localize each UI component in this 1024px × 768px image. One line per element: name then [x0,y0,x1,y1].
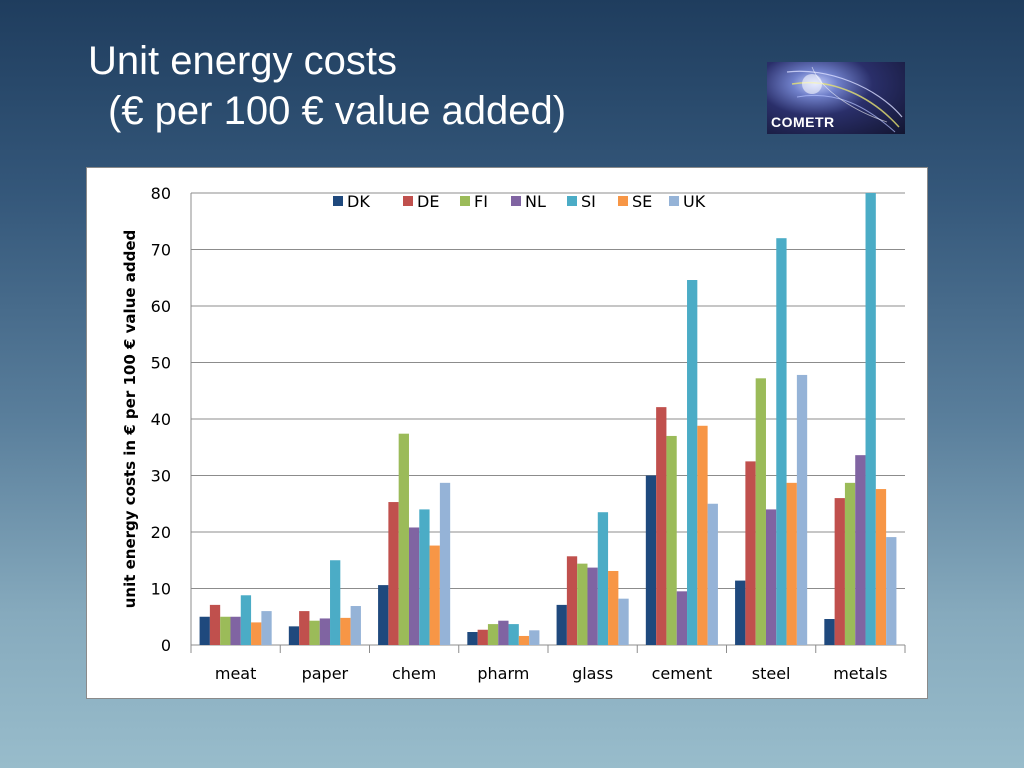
slide-title-line2: (€ per 100 € value added) [108,89,567,133]
bar-FI-meat [220,616,231,645]
bar-NL-chem [408,527,420,645]
legend-swatch-UK [669,196,679,206]
bar-DE-cement [656,407,667,645]
bar-NL-paper [319,618,331,645]
y-tick-label: 60 [151,297,171,316]
bar-SE-cement [697,425,708,645]
slide-title: Unit energy costs (€ per 100 € value add… [88,36,566,136]
bar-DE-chem [388,502,399,645]
bar-SE-metals [875,489,887,645]
slide-title-line1: Unit energy costs [88,39,398,83]
x-tick-label: pharm [477,664,529,683]
bar-NL-pharm [498,620,509,645]
x-tick-label: glass [572,664,613,683]
bar-DE-steel [745,461,756,645]
bar-SE-steel [786,482,797,645]
bar-UK-metals [886,537,897,645]
bar-UK-steel [796,374,808,645]
y-tick-label: 40 [151,410,171,429]
x-tick-label: cement [652,664,712,683]
legend-label-FI: FI [474,192,488,211]
bar-DK-glass [556,604,567,645]
bar-DE-glass [566,556,578,645]
legend-swatch-DE [403,196,413,206]
bar-SE-paper [340,617,351,645]
bar-DE-pharm [477,629,488,645]
bar-SI-cement [687,280,698,645]
legend-swatch-SI [567,196,577,206]
bar-DK-paper [288,626,300,645]
bar-SI-meat [240,595,252,645]
bar-NL-steel [765,509,777,645]
logo-swirl-graphic [786,66,903,133]
bar-DK-steel [735,580,746,645]
legend-label-SI: SI [581,192,596,211]
bar-NL-glass [587,567,598,645]
y-tick-label: 50 [151,354,171,373]
legend-label-UK: UK [683,192,706,211]
legend-swatch-NL [511,196,521,206]
x-tick-label: paper [302,664,349,683]
y-tick-label: 70 [151,241,171,260]
y-tick-label: 80 [151,184,171,203]
bar-SI-metals [865,193,876,645]
bar-DE-meat [209,604,221,645]
bar-NL-cement [676,591,688,645]
bar-chart: 0 10 20 30 40 50 60 70 80 unit energy costs in € … [121,184,906,683]
bar-UK-cement [707,503,718,645]
bar-NL-meat [230,616,241,645]
bar-SI-paper [330,560,341,645]
bar-DK-chem [378,585,389,645]
bar-FI-glass [577,563,588,645]
bar-FI-cement [666,435,677,645]
bar-FI-chem [398,433,409,645]
legend-swatch-FI [460,196,470,206]
bar-NL-metals [855,455,866,645]
bar-UK-glass [618,598,629,645]
bar-SI-glass [597,512,609,645]
legend-swatch-SE [618,196,628,206]
x-tick-label: chem [392,664,436,683]
bar-DE-metals [834,498,845,645]
y-tick-label: 0 [161,636,171,655]
x-tick-label: steel [752,664,791,683]
legend-label-DE: DE [417,192,439,211]
chart-frame: 0 10 20 30 40 50 60 70 80 unit energy costs in € … [86,167,928,699]
x-tick-label: meat [215,664,257,683]
bar-UK-chem [439,482,451,645]
bar-FI-pharm [487,624,499,645]
bar-FI-paper [309,620,320,645]
logo-text: COMETR [771,114,835,130]
bar-UK-paper [350,606,361,645]
bar-DK-cement [645,475,657,645]
bar-SE-meat [251,622,262,645]
bar-UK-meat [261,611,272,645]
bar-UK-pharm [529,630,540,645]
y-tick-label: 30 [151,467,171,486]
bar-SI-pharm [508,624,519,645]
legend-label-DK: DK [347,192,370,211]
bar-SE-chem [429,545,440,645]
bar-DK-metals [824,619,835,645]
y-axis-title: unit energy costs in € per 100 € value a… [121,230,139,609]
cometr-logo: COMETR [767,62,905,134]
legend-label-SE: SE [632,192,652,211]
bar-DK-pharm [467,632,478,645]
bar-DK-meat [199,616,210,645]
bar-DE-paper [299,611,310,645]
y-tick-label: 10 [151,580,171,599]
legend-swatch-DK [333,196,343,206]
bar-FI-metals [844,482,856,645]
x-tick-label: metals [833,664,887,683]
bar-SI-chem [419,509,430,645]
bar-SE-glass [608,570,619,645]
bar-FI-steel [755,378,766,645]
y-tick-label: 20 [151,523,171,542]
legend-label-NL: NL [525,192,546,211]
bar-SI-steel [776,238,787,645]
bar-SE-pharm [518,635,530,645]
